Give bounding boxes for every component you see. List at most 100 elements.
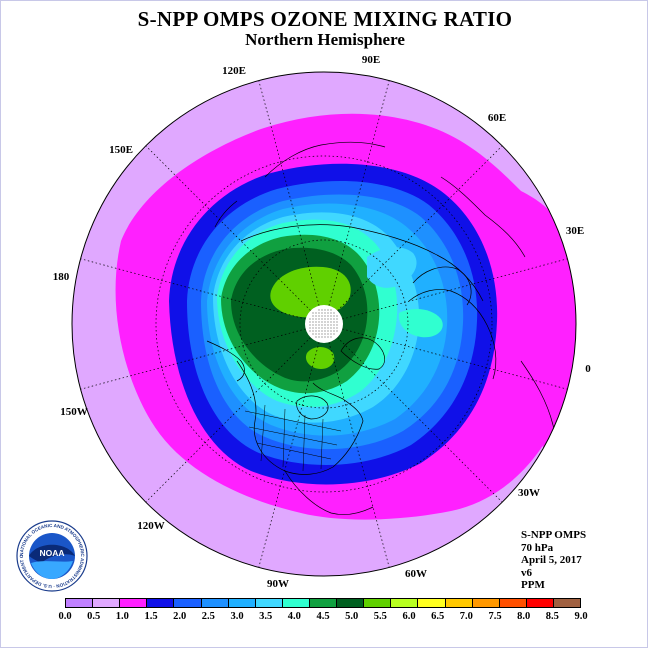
pole-dot — [312, 312, 314, 314]
pole-dot — [312, 318, 314, 320]
pole-dot — [333, 321, 335, 323]
colorbar-swatch — [147, 599, 175, 607]
pole-dot — [330, 330, 332, 332]
pole-dot — [321, 309, 323, 311]
pole-dot — [321, 312, 323, 314]
map-disc-border — [71, 71, 577, 577]
pole-dot — [315, 336, 317, 338]
pole-dot — [321, 336, 323, 338]
pole-dot — [315, 318, 317, 320]
longitude-labels: 90E 60E 30E 0 30W 60W 90W 120W 150W 180 … — [53, 54, 592, 590]
pole-dot — [318, 312, 320, 314]
colorbar-swatch — [228, 599, 256, 607]
colorbar-tick-label: 9.0 — [574, 611, 588, 622]
coast-scandinavia — [412, 266, 472, 306]
colorbar-swatch — [174, 599, 202, 607]
coast-east-asia — [264, 141, 386, 178]
pole-dot — [327, 333, 329, 335]
pole-dot — [309, 318, 311, 320]
lon-label-0: 0 — [585, 363, 591, 375]
meridian-line — [258, 342, 320, 568]
pole-dot — [324, 333, 326, 335]
pole-dot — [336, 315, 338, 317]
colorbar-swatch — [364, 599, 392, 607]
pole-dot — [318, 333, 320, 335]
pole-dot — [336, 327, 338, 329]
state-line — [320, 418, 324, 470]
coast-europe — [408, 289, 497, 380]
info-date: April 5, 2017 — [521, 554, 582, 566]
pole-dot — [309, 327, 311, 329]
noaa-logo: NATIONAL OCEANIC AND ATMOSPHERIC ADMINIS… — [15, 519, 88, 592]
colorbar-tick-label: 8.5 — [545, 611, 559, 622]
pole-dot — [315, 330, 317, 332]
lon-label-30e: 30E — [566, 225, 584, 237]
state-line — [260, 404, 266, 462]
meridian-line — [342, 328, 568, 390]
pole-dot — [330, 321, 332, 323]
colorbar-labels: 0.0 0.5 1.0 1.5 2.0 2.5 3.0 3.5 4.0 4.5 5.0 5.5 6.0 6… — [58, 611, 587, 625]
colorbar-tick-label: 4.5 — [316, 611, 330, 622]
pole-dot — [309, 321, 311, 323]
colorbar-tick-label: 2.0 — [173, 611, 187, 622]
pole-dot — [315, 327, 317, 329]
meridians — [80, 80, 568, 568]
pole-dot — [318, 318, 320, 320]
pole-dot — [333, 327, 335, 329]
lon-label-90e: 90E — [362, 54, 380, 66]
latitude-circle — [155, 155, 493, 493]
pole-dot — [330, 315, 332, 317]
colorbar-swatch — [282, 599, 310, 607]
us-state-lines — [244, 404, 342, 472]
pole-dot — [333, 330, 335, 332]
colorbar-tick-label: 8.0 — [517, 611, 531, 622]
pole-dot — [327, 324, 329, 326]
pole-dot — [318, 336, 320, 338]
pole-dot — [336, 324, 338, 326]
pole-dot — [315, 312, 317, 314]
state-line — [248, 426, 338, 446]
pole-dot — [336, 330, 338, 332]
band-1-0-east-patch — [541, 428, 576, 483]
pole-dot — [336, 318, 338, 320]
coast-asia — [240, 224, 484, 302]
coast-japan — [214, 200, 238, 228]
colorbar-swatch — [391, 599, 419, 607]
colorbar-tick-label: 3.5 — [259, 611, 273, 622]
pole-dot — [324, 336, 326, 338]
logo-text: NOAA — [39, 548, 64, 558]
colorbar-tick-label: 3.0 — [230, 611, 244, 622]
meridian-line — [337, 145, 503, 311]
meridian-line — [342, 258, 568, 320]
colorbar-tick-label: 0.5 — [87, 611, 101, 622]
pole-dot — [315, 333, 317, 335]
colorbar-swatch — [309, 599, 338, 607]
pole-dot — [330, 336, 332, 338]
pole-dot — [324, 330, 326, 332]
coast-north-america — [236, 360, 364, 475]
meridian-line — [145, 337, 311, 503]
pole-dot — [312, 324, 314, 326]
pole-dot — [321, 321, 323, 323]
coast-central-america — [284, 470, 374, 515]
pole-dot — [336, 321, 338, 323]
pole-dot — [315, 321, 317, 323]
state-line — [282, 408, 286, 468]
colorbar-swatch — [93, 599, 121, 607]
pole-no-data — [305, 305, 343, 343]
colorbar-tick-label: 6.5 — [431, 611, 445, 622]
colorbar-swatch — [201, 599, 229, 607]
pole-dot — [327, 309, 329, 311]
lon-label-60w: 60W — [405, 568, 427, 580]
colorbar-swatch — [499, 599, 527, 607]
pole-dot — [327, 315, 329, 317]
pole-dot — [318, 309, 320, 311]
map-subtitle: Northern Hemisphere — [245, 30, 405, 49]
pole-dot — [333, 324, 335, 326]
logo-wave-icon — [31, 561, 73, 579]
colorbar-swatch — [472, 599, 500, 607]
meridian-line — [337, 337, 503, 503]
pole-dot — [330, 318, 332, 320]
pole-dot — [327, 312, 329, 314]
